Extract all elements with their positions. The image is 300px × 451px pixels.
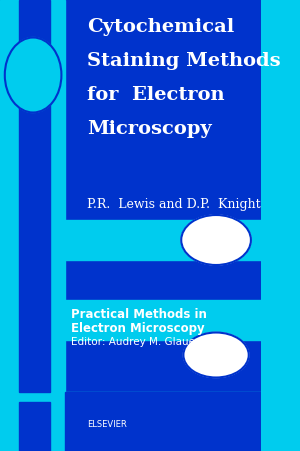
- Bar: [19, 0, 50, 392]
- Bar: [50, 220, 261, 260]
- Bar: [50, 300, 261, 340]
- Ellipse shape: [181, 215, 251, 265]
- Text: Microscopy: Microscopy: [87, 120, 212, 138]
- Text: for  Electron: for Electron: [87, 86, 225, 104]
- Ellipse shape: [5, 37, 62, 112]
- Text: Electron Microscopy: Electron Microscopy: [71, 322, 205, 335]
- Text: ELSEVIER: ELSEVIER: [87, 420, 127, 429]
- Bar: [65, 392, 261, 451]
- Text: Editor: Audrey M. Glauert: Editor: Audrey M. Glauert: [71, 337, 204, 347]
- Bar: [0, 0, 65, 392]
- Bar: [0, 0, 261, 392]
- Bar: [19, 402, 50, 451]
- Text: Staining Methods: Staining Methods: [87, 52, 281, 70]
- Text: P.R.  Lewis and D.P.  Knight: P.R. Lewis and D.P. Knight: [87, 198, 261, 211]
- Bar: [0, 392, 261, 451]
- Text: Cytochemical: Cytochemical: [87, 18, 234, 36]
- Ellipse shape: [183, 332, 249, 377]
- Text: Practical Methods in: Practical Methods in: [71, 308, 207, 321]
